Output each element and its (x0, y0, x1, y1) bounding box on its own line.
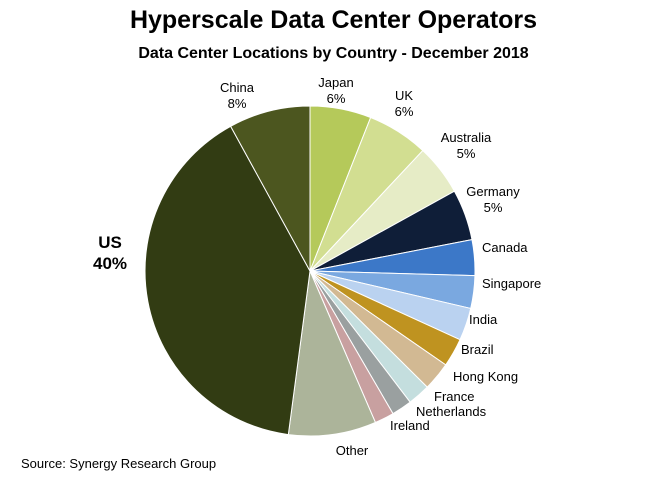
pie-slice-china (229, 105, 311, 272)
pie-label-brazil: Brazil (461, 342, 494, 357)
pie-label-hong-kong: Hong Kong (453, 369, 518, 384)
pie-label-singapore: Singapore (482, 276, 541, 291)
pie-label-germany: Germany 5% (466, 184, 520, 215)
chart-title: Hyperscale Data Center Operators (129, 6, 538, 34)
pie-label-india: India (469, 312, 498, 327)
pie-label-australia: Australia 5% (441, 130, 492, 161)
pie-label-china: China 8% (220, 80, 255, 111)
pie-slice-other (287, 269, 377, 437)
pie-label-netherlands: Netherlands (416, 404, 487, 419)
pie-slices (144, 105, 476, 437)
pie-label-ireland: Ireland (390, 418, 430, 433)
source-note: Source: Synergy Research Group (21, 456, 217, 471)
chart-subtitle: Data Center Locations by Country - Decem… (138, 45, 529, 62)
pie-label-france: France (434, 389, 474, 404)
pie-slice-us (144, 125, 311, 436)
pie-label-other: Other (336, 443, 369, 458)
pie-label-uk: UK 6% (395, 88, 414, 119)
pie-labels: Japan 6% UK 6% Australia 5% Germany 5% Canada Sin… (93, 75, 541, 458)
pie-label-japan: Japan 6% (318, 75, 353, 106)
pie-label-canada: Canada (482, 240, 528, 255)
pie-label-us: US 40% (93, 233, 127, 273)
